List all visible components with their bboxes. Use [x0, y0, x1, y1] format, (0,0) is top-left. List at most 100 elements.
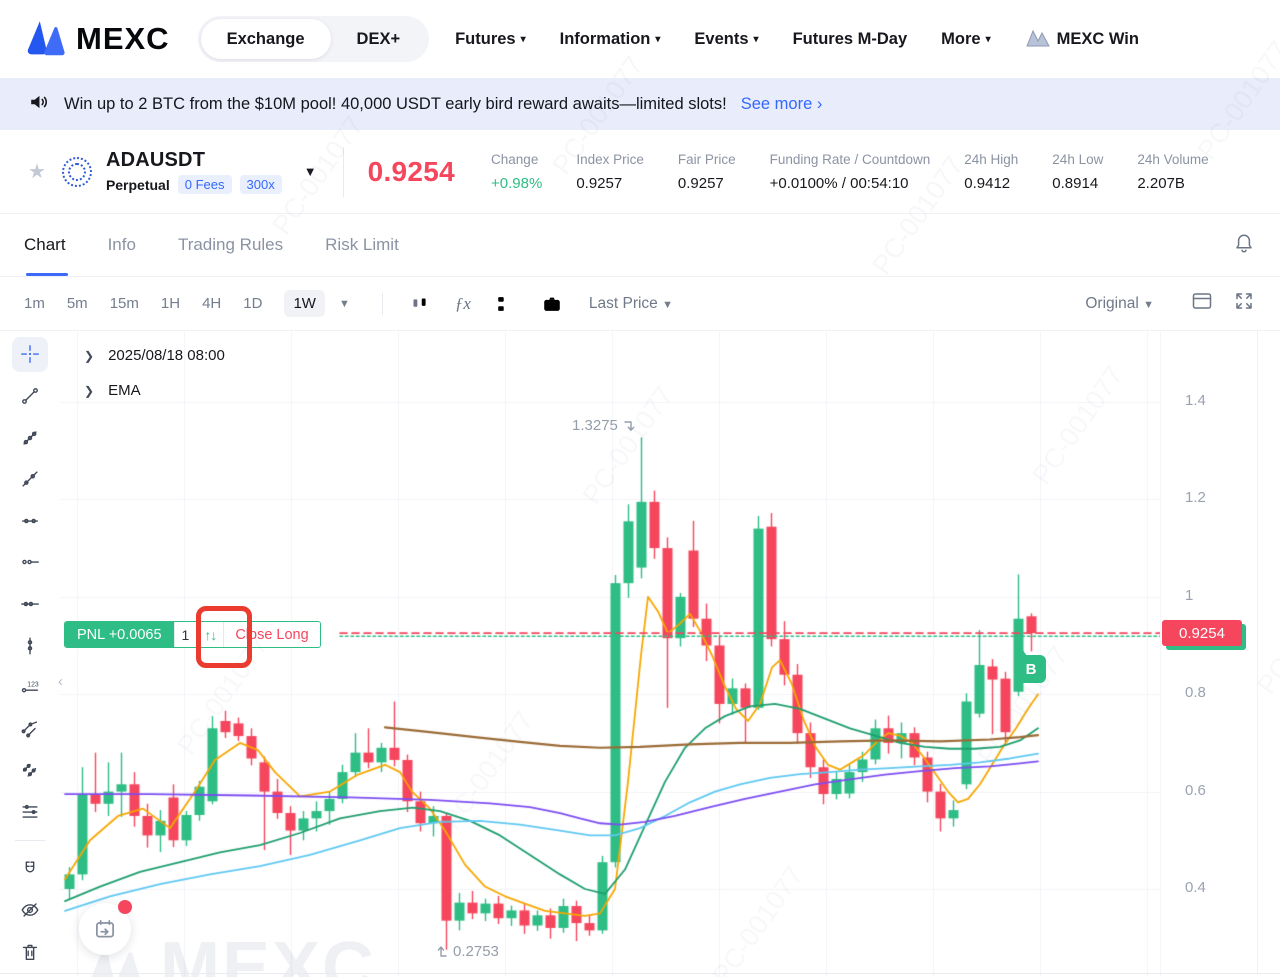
- interval-more-dropdown-icon[interactable]: ▼: [338, 297, 350, 310]
- hide-drawings-eye-off-icon[interactable]: [12, 893, 48, 928]
- chart-indicator-row: ❯ EMA: [84, 382, 141, 399]
- y-axis-tick: 0.6: [1185, 781, 1206, 799]
- remove-drawings-trash-icon[interactable]: [12, 935, 48, 970]
- high-price-label: 1.3275: [572, 417, 637, 434]
- panel-layout-icon[interactable]: [1190, 289, 1214, 318]
- ticker-bar: ★ ADAUSDT Perpetual 0 Fees 300x ▼ 0.9254…: [0, 130, 1280, 214]
- horizontal-line-tool-icon[interactable]: [12, 503, 48, 538]
- price-mode-select[interactable]: Last Price ▼: [588, 294, 673, 312]
- tab-trading-rules[interactable]: Trading Rules: [177, 235, 284, 254]
- ada-coin-logo: [61, 156, 92, 187]
- interval-1w-active[interactable]: 1W: [284, 290, 325, 317]
- mexc-logo[interactable]: MEXC: [24, 17, 170, 62]
- extended-horizontal-line-tool-icon[interactable]: [12, 587, 48, 622]
- chevron-right-icon[interactable]: ❯: [84, 348, 95, 363]
- info-line-tool-icon[interactable]: [12, 420, 48, 455]
- close-long-button[interactable]: Close Long: [223, 622, 320, 647]
- ticker-stats: Change +0.98% Index Price 0.9257 Fair Pr…: [491, 152, 1209, 192]
- nav-item-futures-mday[interactable]: Futures M-Day: [792, 29, 908, 48]
- chart-datetime: 2025/08/18 08:00: [108, 347, 225, 364]
- chevron-down-icon: ▾: [985, 33, 991, 45]
- interval-1h[interactable]: 1H: [160, 295, 181, 312]
- pair-name: ADAUSDT: [105, 149, 206, 171]
- last-price: 0.9254: [367, 155, 456, 187]
- stat-24h-low: 24h Low 0.8914: [1052, 151, 1104, 192]
- y-axis-tick: 1.4: [1185, 392, 1206, 409]
- pnl-value: PNL +0.0065: [65, 622, 174, 647]
- chart-tabs: Chart Info Trading Rules Risk Limit: [0, 214, 1280, 277]
- chart-area: MEXC: [0, 331, 1280, 977]
- nav-menu: Futures ▾ Information ▾ Events ▾ Futures…: [455, 26, 1139, 53]
- announcement-banner: Win up to 2 BTC from the $10M pool! 40,0…: [0, 78, 1280, 130]
- stat-index-price: Index Price 0.9257: [576, 151, 644, 192]
- stat-24h-high: 24h High 0.9412: [964, 151, 1019, 192]
- axis-boundary-line: [1160, 331, 1161, 973]
- interval-1m[interactable]: 1m: [24, 295, 45, 312]
- horizontal-ray-tool-icon[interactable]: [12, 545, 48, 580]
- y-axis-tick: 1.2: [1185, 489, 1206, 507]
- interval-15m[interactable]: 15m: [109, 295, 139, 312]
- bell-icon[interactable]: [1232, 231, 1256, 260]
- see-more-link[interactable]: See more ›: [740, 94, 823, 113]
- notification-dot: [118, 900, 132, 914]
- indicators-fx-icon[interactable]: ƒx: [454, 293, 471, 313]
- leverage-badge[interactable]: 300x: [239, 175, 282, 194]
- mexc-logo-icon: [24, 17, 68, 62]
- nav-item-mexc-win[interactable]: MEXC Win: [1025, 26, 1139, 53]
- y-axis-tick: 0.8: [1185, 684, 1206, 702]
- tab-chart[interactable]: Chart: [24, 214, 68, 276]
- reverse-position-button[interactable]: ↑↓: [196, 622, 224, 647]
- nav-item-events[interactable]: Events ▾: [694, 29, 759, 48]
- nav-item-futures[interactable]: Futures ▾: [455, 29, 526, 48]
- fib-retracement-tool-icon[interactable]: [12, 795, 48, 830]
- chart-view-select[interactable]: Original ▼: [1085, 294, 1154, 312]
- calendar-events-button[interactable]: [79, 900, 132, 955]
- indicator-label: EMA: [108, 382, 141, 399]
- candlestick-canvas[interactable]: [60, 331, 1280, 976]
- interval-5m[interactable]: 5m: [66, 295, 88, 312]
- layout-settings-icon[interactable]: [495, 293, 517, 315]
- toggle-exchange[interactable]: Exchange: [200, 19, 331, 59]
- favorite-star-icon[interactable]: ★: [28, 161, 46, 183]
- collapse-panel-chevron-icon[interactable]: ‹: [58, 673, 63, 690]
- chevron-right-icon[interactable]: ❯: [84, 383, 95, 398]
- fullscreen-icon[interactable]: [1232, 289, 1256, 318]
- zero-fees-badge[interactable]: 0 Fees: [177, 175, 232, 194]
- stat-24h-volume: 24h Volume 2.207B: [1137, 151, 1209, 192]
- nav-item-more[interactable]: More ▾: [941, 29, 991, 48]
- chevron-down-icon: ▾: [520, 33, 526, 45]
- buy-order-marker[interactable]: B: [1016, 655, 1046, 683]
- top-nav: MEXC Exchange DEX+ Futures ▾ Information…: [0, 0, 1280, 78]
- interval-4h[interactable]: 4H: [202, 295, 222, 312]
- divider: [342, 146, 344, 197]
- announcement-text: Win up to 2 BTC from the $10M pool! 40,0…: [64, 94, 727, 113]
- interval-1d[interactable]: 1D: [243, 295, 263, 312]
- disjoint-channel-tool-icon[interactable]: [12, 753, 48, 788]
- pair-info: ADAUSDT Perpetual 0 Fees 300x: [106, 149, 282, 194]
- axis-right-line: [1257, 331, 1258, 973]
- vertical-line-tool-icon[interactable]: [12, 628, 48, 663]
- divider: [15, 840, 45, 842]
- y-axis-tick: 0.4: [1185, 879, 1206, 896]
- extended-trend-line-tool-icon[interactable]: [12, 462, 48, 497]
- chart-style-candles-icon[interactable]: [409, 293, 431, 315]
- nav-item-information[interactable]: Information ▾: [559, 29, 661, 48]
- drawing-tools-rail: 123: [0, 331, 60, 976]
- screenshot-camera-icon[interactable]: [541, 293, 563, 315]
- parallel-channel-tool-icon[interactable]: [12, 711, 48, 746]
- magnet-tool-icon[interactable]: [12, 851, 48, 886]
- chevron-down-icon: ▾: [753, 33, 759, 45]
- trend-line-tool-icon[interactable]: [12, 379, 48, 414]
- price-label-tool-icon[interactable]: 123: [12, 670, 48, 705]
- crosshair-tool-icon[interactable]: [12, 337, 48, 372]
- low-price-label: 0.2753: [437, 943, 499, 960]
- contract-type: Perpetual: [105, 176, 170, 193]
- tab-risk-limit[interactable]: Risk Limit: [325, 235, 399, 254]
- pair-dropdown-icon[interactable]: ▼: [303, 164, 317, 179]
- tab-info[interactable]: Info: [107, 235, 136, 254]
- stat-change: Change +0.98%: [491, 151, 543, 192]
- toggle-dex[interactable]: DEX+: [356, 29, 401, 48]
- divider: [0, 973, 1280, 974]
- position-qty: 1: [173, 622, 197, 647]
